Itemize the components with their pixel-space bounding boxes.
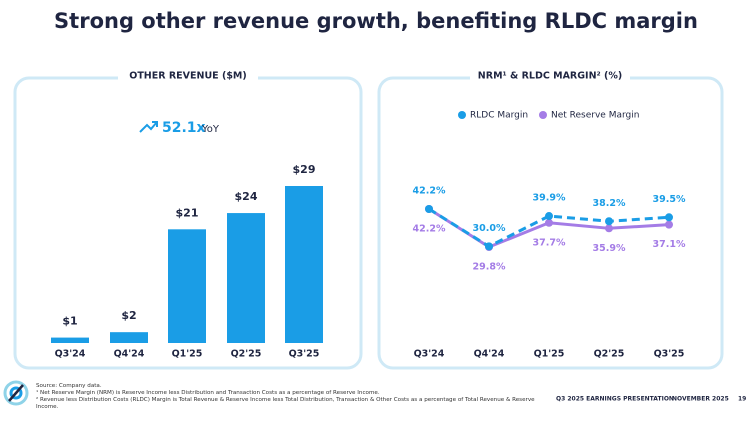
- point: [605, 224, 613, 233]
- x-tick-label: Q2'25: [594, 349, 625, 360]
- value-label: 39.9%: [533, 193, 566, 204]
- page-number: 19: [738, 396, 746, 403]
- growth-arrow: [152, 121, 158, 127]
- point: [545, 212, 553, 221]
- logo-ring: [3, 380, 29, 406]
- legend-marker: [539, 111, 547, 119]
- x-tick-label: Q4'24: [114, 349, 145, 360]
- x-tick-label: Q3'25: [289, 349, 320, 360]
- value-label: 35.9%: [593, 243, 626, 254]
- title-backdrop: [118, 68, 258, 84]
- value-label: $29: [293, 163, 316, 176]
- value-label: 38.2%: [593, 198, 626, 209]
- x-tick-label: Q3'25: [654, 349, 685, 360]
- annotation-note: YoY: [201, 124, 220, 135]
- logo: [3, 380, 29, 406]
- x-tick-label: Q4'24: [474, 349, 505, 360]
- bar: [227, 213, 265, 343]
- title-backdrop: [470, 68, 630, 84]
- x-tick-label: Q1'25: [172, 349, 203, 360]
- chart-title: NRM¹ & RLDC MARGIN² (%): [478, 71, 622, 82]
- point: [425, 205, 433, 213]
- x-tick-label: Q3'24: [414, 349, 445, 360]
- point: [665, 213, 673, 222]
- point: [605, 217, 613, 226]
- x-tick-label: Q1'25: [534, 349, 565, 360]
- footer-date: NOVEMBER 2025: [672, 396, 729, 403]
- value-label: $24: [235, 190, 258, 203]
- value-label: $1: [62, 315, 77, 328]
- bar: [168, 229, 206, 343]
- legend-label: RLDC Margin: [470, 111, 528, 121]
- value-label: 42.2%: [413, 224, 446, 235]
- value-label: 29.8%: [473, 262, 506, 273]
- bar: [51, 337, 89, 343]
- point: [665, 220, 673, 229]
- value-label: $2: [121, 309, 136, 322]
- chart-title: OTHER REVENUE ($M): [129, 71, 246, 82]
- value-label: $21: [176, 206, 199, 219]
- bar: [110, 332, 148, 343]
- footnotes: Source: Company data. ¹ Net Reserve Margi…: [36, 383, 546, 411]
- value-label: 42.2%: [413, 186, 446, 197]
- legend-marker: [458, 111, 466, 119]
- growth-arrow: [139, 121, 158, 133]
- point: [485, 242, 493, 251]
- slide-title: Strong other revenue growth, benefiting …: [54, 9, 698, 33]
- point: [545, 218, 553, 227]
- footer-presentation: Q3 2025 EARNINGS PRESENTATION: [556, 396, 674, 403]
- value-label: 37.7%: [533, 237, 566, 248]
- value-label: 39.5%: [653, 194, 686, 205]
- x-tick-label: Q2'25: [231, 349, 262, 360]
- legend-label: Net Reserve Margin: [551, 111, 639, 121]
- footnote: ² Revenue less Distribution Costs (RLDC)…: [36, 397, 535, 410]
- logo-ring: [9, 386, 23, 400]
- logo-bar: [8, 384, 24, 402]
- value-label: 37.1%: [653, 239, 686, 250]
- footnote: Source: Company data.: [36, 383, 102, 389]
- x-tick-label: Q3'24: [55, 349, 86, 360]
- value-label: 30.0%: [473, 223, 506, 234]
- footnote: ¹ Net Reserve Margin (NRM) is Reserve In…: [36, 390, 380, 396]
- bar: [285, 186, 323, 343]
- annotation: 52.1x: [162, 120, 206, 136]
